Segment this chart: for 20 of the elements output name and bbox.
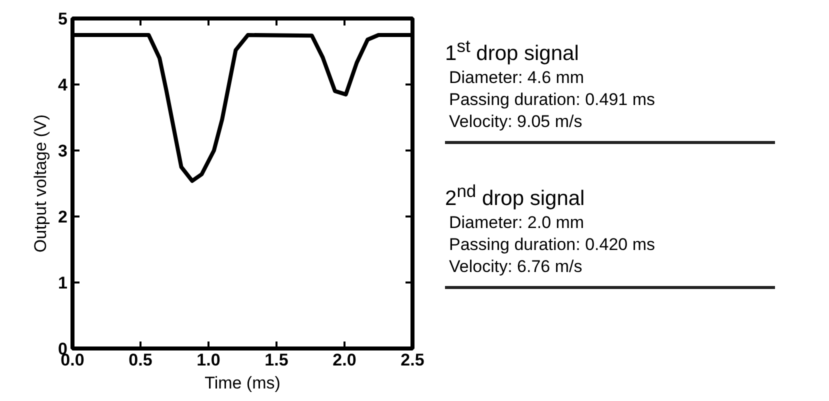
text: Passing duration: 0.491 ms xyxy=(449,89,656,111)
text: Passing duration: 0.420 ms xyxy=(449,234,656,256)
x-tick-label: 1.5 xyxy=(264,350,288,370)
y-tick-label: 4 xyxy=(58,76,68,94)
text: Velocity: 9.05 m/s xyxy=(449,111,584,133)
y-tick-label: 1 xyxy=(58,274,68,292)
x-tick-label: 1.0 xyxy=(196,350,220,370)
text: Velocity: 6.76 m/s xyxy=(449,256,584,278)
y-tick-label: 3 xyxy=(58,142,68,160)
text: Diameter: 4.6 mm xyxy=(449,67,586,89)
text: 2$^{nd}$ drop signal xyxy=(445,180,586,212)
x-axis-title: Time (ms) xyxy=(204,374,280,392)
x-tick-label: 2.0 xyxy=(332,350,356,370)
x-tick-label: 0.5 xyxy=(128,350,152,370)
text: 1$^{st}$ drop signal xyxy=(445,35,580,67)
y-axis-title: Output voltage (V) xyxy=(31,114,50,252)
x-tick-label: 2.5 xyxy=(400,350,424,370)
y-tick-label: 5 xyxy=(58,10,68,28)
text: Diameter: 2.0 mm xyxy=(449,212,586,234)
y-tick-label: 2 xyxy=(58,208,68,226)
